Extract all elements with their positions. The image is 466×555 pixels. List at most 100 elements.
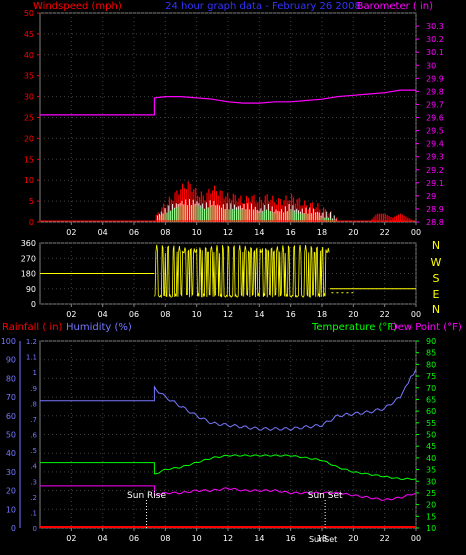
barometer-tick-label: 28.9 [426, 205, 444, 214]
direction-tick-label: 0 [31, 300, 36, 309]
windspeed-tick-label: 20 [24, 134, 34, 143]
humidity-tick-label: 50 [6, 431, 16, 440]
temperature-tick-label: 50 [426, 431, 436, 440]
direction-x-ticks: 02 04 06 08 10 12 14 16 18 20 22 00 [66, 304, 421, 319]
x-tick-label: 18 [317, 228, 327, 237]
humidity-line [40, 368, 417, 431]
direction-axis-ticks: 0 90 180 270 360 [21, 239, 36, 309]
windspeed-tick-label: 15 [24, 155, 34, 164]
rainfall-label: Rainfall ( in) [2, 322, 63, 333]
wind-baro-x-ticks: 02 04 06 08 10 12 14 16 18 20 22 00 [66, 222, 421, 237]
rainfall-tick-label: .1 [30, 509, 37, 517]
barometer-tick-label: 30.1 [426, 48, 444, 57]
temperature-tick-label: 30 [426, 477, 436, 486]
compass-letters: N W S E N [431, 239, 442, 316]
x-tick-label: 16 [286, 310, 296, 319]
x-tick-label: 18 [317, 534, 327, 543]
humidity-tick-label: 70 [6, 393, 16, 402]
windspeed-tick-label: 50 [24, 9, 34, 18]
x-tick-label: 02 [66, 310, 76, 319]
barometer-line [40, 89, 416, 116]
temperature-tick-label: 85 [426, 349, 436, 358]
humidity-tick-label: 30 [6, 468, 16, 477]
humidity-tick-label: 20 [6, 487, 16, 496]
barometer-tick-label: 29.7 [426, 100, 444, 109]
rainfall-tick-label: 0 [33, 525, 37, 533]
barometer-tick-label: 29.2 [426, 166, 444, 175]
barometer-tick-label: 29 [426, 192, 436, 201]
barometer-tick-label: 30.3 [426, 22, 444, 31]
humidity-tick-label: 100 [1, 337, 16, 346]
x-tick-label: 22 [380, 228, 390, 237]
compass-e: E [433, 288, 440, 301]
temperature-tick-label: 25 [426, 489, 436, 498]
temperature-tick-label: 35 [426, 466, 436, 475]
x-tick-label: 06 [129, 534, 139, 543]
rainfall-axis-ticks: 0 .1 .2 .3 .4 .5 .6 .7 .8 .9 1 1.1 1.2 [26, 338, 38, 533]
temperature-tick-label: 55 [426, 419, 436, 428]
barometer-tick-label: 30.2 [426, 35, 444, 44]
rainfall-tick-label: 1 [33, 369, 37, 377]
barometer-tick-label: 30 [426, 61, 436, 70]
x-tick-label: 20 [348, 310, 358, 319]
temperature-tick-label: 45 [426, 442, 436, 451]
temperature-line [40, 454, 417, 481]
sun-set-axis-label: SunSet [309, 535, 337, 544]
x-tick-label: 04 [98, 228, 108, 237]
temperature-tick-label: 80 [426, 360, 436, 369]
barometer-tick-label: 29.8 [426, 87, 444, 96]
x-tick-label: 08 [160, 228, 170, 237]
x-tick-label: 00 [411, 534, 421, 543]
x-tick-label: 20 [348, 534, 358, 543]
rainfall-tick-label: .6 [30, 432, 37, 440]
temperature-tick-label: 90 [426, 337, 436, 346]
humidity-tick-label: 10 [6, 505, 16, 514]
direction-tick-label: 90 [26, 285, 36, 294]
windspeed-tick-label: 30 [24, 93, 34, 102]
x-tick-label: 10 [192, 228, 202, 237]
temperature-tick-label: 60 [426, 407, 436, 416]
windspeed-tick-label: 45 [24, 30, 34, 39]
temperature-tick-label: 65 [426, 395, 436, 404]
rainfall-tick-label: 1.1 [26, 354, 37, 362]
x-tick-label: 14 [254, 534, 264, 543]
windspeed-label: Windspeed (mph) [33, 1, 122, 12]
barometer-tick-label: 29.5 [426, 127, 444, 136]
sun-set-label: Sun Set [308, 491, 343, 501]
x-tick-label: 14 [254, 310, 264, 319]
rainfall-tick-label: .8 [30, 400, 37, 408]
x-tick-label: 02 [66, 534, 76, 543]
x-tick-label: 12 [223, 534, 233, 543]
windspeed-tick-label: 0 [29, 218, 34, 227]
direction-active-trace [154, 244, 330, 299]
temperature-tick-label: 70 [426, 384, 436, 393]
x-tick-label: 22 [380, 534, 390, 543]
humidity-tick-label: 60 [6, 412, 16, 421]
barometer-tick-label: 29.1 [426, 179, 444, 188]
barometer-tick-label: 29.6 [426, 114, 444, 123]
windspeed-tick-label: 40 [24, 51, 34, 60]
x-tick-label: 16 [286, 228, 296, 237]
compass-n-bottom: N [432, 303, 440, 316]
rainfall-tick-label: .9 [30, 385, 37, 393]
x-tick-label: 18 [317, 310, 327, 319]
humidity-label: Humidity (%) [66, 322, 132, 333]
x-tick-label: 04 [98, 534, 108, 543]
humidity-tick-label: 80 [6, 374, 16, 383]
x-tick-label: 06 [129, 228, 139, 237]
rainfall-tick-label: .2 [30, 494, 37, 502]
windspeed-tick-label: 10 [24, 176, 34, 185]
graph-title: 24 hour graph data - February 26 2008 [165, 1, 361, 12]
x-tick-label: 08 [160, 310, 170, 319]
direction-tick-label: 360 [21, 239, 36, 248]
temp-hum-series [40, 368, 417, 528]
x-tick-label: 14 [254, 228, 264, 237]
rainfall-tick-label: 1.2 [26, 338, 37, 346]
temperature-tick-label: 40 [426, 454, 436, 463]
windspeed-tick-label: 25 [24, 114, 34, 123]
x-tick-label: 04 [98, 310, 108, 319]
x-tick-label: 12 [223, 310, 233, 319]
windspeed-tick-label: 35 [24, 72, 34, 81]
